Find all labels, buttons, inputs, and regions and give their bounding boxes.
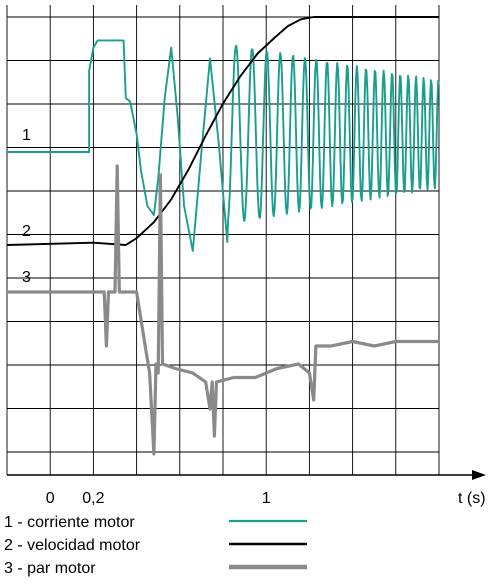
legend-label: 2 - velocidad motor: [4, 537, 141, 554]
legend-label: 3 - par motor: [4, 560, 96, 577]
trace-number-label: 3: [22, 269, 31, 286]
time-axis: [7, 470, 486, 480]
traces: [6, 16, 440, 456]
x-axis-label: t (s): [458, 490, 486, 507]
trace-number-label: 2: [22, 223, 31, 240]
trace-number-label: 1: [22, 127, 31, 144]
series-line: [6, 16, 439, 246]
series-line: [7, 164, 439, 456]
x-tick-label: 1: [262, 490, 271, 507]
legend-label: 1 - corriente motor: [4, 514, 135, 531]
x-tick-labels: 0 0,2 1: [46, 490, 271, 507]
series-line: [7, 39, 440, 252]
trace-labels: 1 2 3: [22, 127, 31, 286]
axis-arrowhead: [472, 470, 486, 480]
x-tick-label: 0,2: [82, 490, 104, 507]
x-tick-label: 0: [46, 490, 55, 507]
legend: 1 - corriente motor 2 - velocidad motor 3 …: [4, 514, 307, 577]
